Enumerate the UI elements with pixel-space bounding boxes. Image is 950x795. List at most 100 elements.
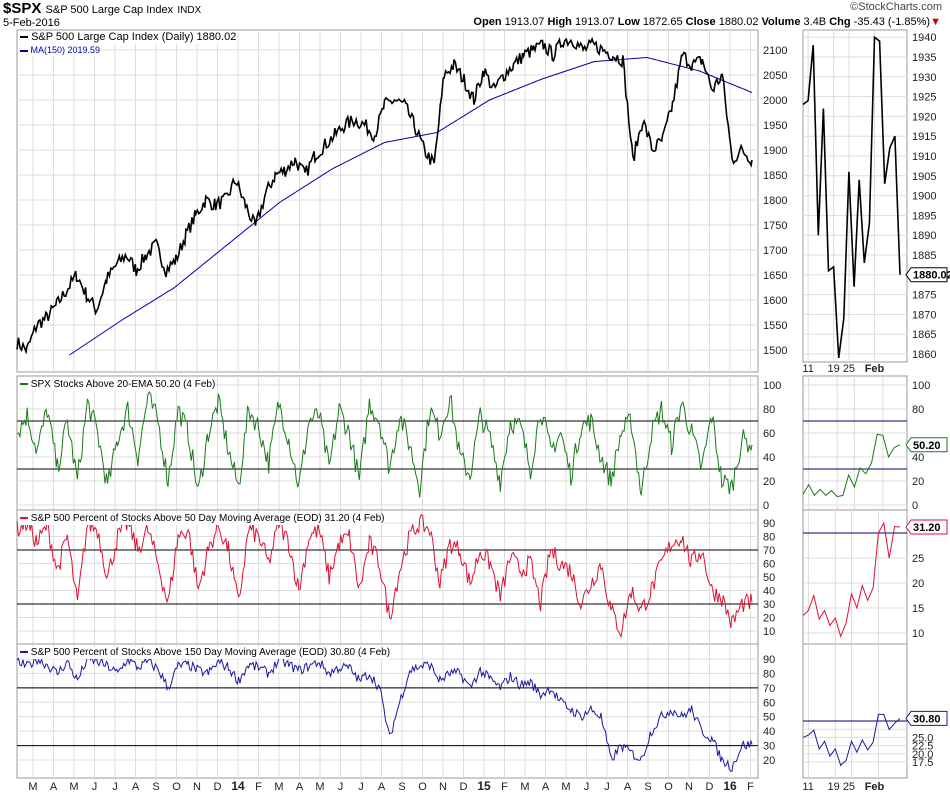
low-label: Low xyxy=(617,16,640,28)
x-tick-label: M xyxy=(28,781,37,793)
y-tick-label: 30 xyxy=(763,599,775,611)
mini-y-tick-label: 20 xyxy=(912,578,924,590)
y-tick-label: 60 xyxy=(763,428,775,440)
x-tick-label: N xyxy=(685,781,693,793)
mini-y-tick-label: 1900 xyxy=(912,191,936,203)
volume-label: Volume xyxy=(761,16,801,28)
x-tick-label: A xyxy=(542,781,550,793)
y-tick-label: 100 xyxy=(763,380,781,392)
price-legend-label: S&P 500 Large Cap Index (Daily) 1880.02 xyxy=(31,31,237,43)
x-tick-label: O xyxy=(172,781,181,793)
ema20-legend: SPX Stocks Above 20-EMA 50.20 (4 Feb) xyxy=(20,379,216,391)
open-value: 1913.07 xyxy=(504,16,545,28)
ma-legend: MA(150) 2019.59 xyxy=(20,45,101,56)
last-value-label: 50.20 xyxy=(913,440,941,452)
x-tick-label: D xyxy=(706,781,714,793)
mini-panel-frame xyxy=(802,509,908,645)
x-tick-label: F xyxy=(255,781,262,793)
y-tick-label: 20 xyxy=(763,755,775,767)
chart-header: $SPX S&P 500 Large Cap Index INDX xyxy=(3,0,201,19)
y-tick-label: 80 xyxy=(763,404,775,416)
x-tick-label: A xyxy=(624,781,632,793)
mini-y-tick-label: 25.0 xyxy=(912,732,933,744)
price-legend: S&P 500 Large Cap Index (Daily) 1880.02 xyxy=(20,31,237,44)
mini-x-tick-label: 25 xyxy=(843,781,855,793)
symbol: $SPX xyxy=(3,0,42,17)
pct150-legend: S&P 500 Percent of Stocks Above 150 Day … xyxy=(20,647,391,659)
y-tick-label: 2000 xyxy=(763,95,787,107)
x-tick-label: O xyxy=(418,781,427,793)
mini-y-tick-label: 0 xyxy=(912,500,918,512)
exchange: INDX xyxy=(177,5,202,16)
mini-y-tick-label: 1915 xyxy=(912,131,936,143)
y-tick-label: 90 xyxy=(763,654,775,666)
high-label: High xyxy=(547,16,572,28)
pct150-line xyxy=(16,653,753,773)
y-tick-label: 60 xyxy=(763,559,775,571)
index-name: S&P 500 Large Cap Index xyxy=(45,4,174,16)
mini-y-tick-label: 22.5 xyxy=(912,741,933,753)
mini-y-tick-label: 1910 xyxy=(912,151,936,163)
ma-legend-label: MA(150) 2019.59 xyxy=(30,45,101,55)
mini-y-tick-label: 1885 xyxy=(912,250,936,262)
mini-y-tick-label: 1895 xyxy=(912,210,936,222)
mini-y-tick-label: 1940 xyxy=(912,32,936,44)
y-tick-label: 1850 xyxy=(763,170,787,182)
mini-y-tick-label: 1870 xyxy=(912,309,936,321)
down-arrow-icon: ▼ xyxy=(930,16,941,28)
x-tick-label: M xyxy=(69,781,78,793)
chart-date: 5-Feb-2016 xyxy=(3,17,60,29)
mini-x-tick-label: 19 xyxy=(828,363,840,375)
x-tick-label: N xyxy=(193,781,201,793)
y-tick-label: 1700 xyxy=(763,245,787,257)
y-tick-label: 40 xyxy=(763,452,775,464)
mini-y-tick-label: 1925 xyxy=(912,92,936,104)
volume-value: 3.4B xyxy=(803,16,827,28)
y-tick-label: 1650 xyxy=(763,270,787,282)
quote-summary: Open 1913.07 High 1913.07 Low 1872.65 Cl… xyxy=(473,16,941,29)
mini-x-tick-label: Feb xyxy=(865,363,885,375)
pct50-legend-label: S&P 500 Percent of Stocks Above 50 Day M… xyxy=(30,513,385,524)
last-value-tag xyxy=(905,519,948,535)
change-value: -35.43 (-1.85%) xyxy=(853,16,931,28)
high-value: 1913.07 xyxy=(574,16,615,28)
y-tick-label: 80 xyxy=(763,532,775,544)
price-line xyxy=(16,36,753,355)
x-tick-label: 16 xyxy=(723,779,737,793)
mini-series-line xyxy=(802,521,901,639)
x-tick-label: M xyxy=(520,781,529,793)
change-label: Chg xyxy=(829,16,851,28)
x-tick-label: S xyxy=(398,781,405,793)
y-tick-label: 90 xyxy=(763,518,775,530)
y-tick-label: 1800 xyxy=(763,195,787,207)
x-tick-label: S xyxy=(152,781,159,793)
mini-y-tick-label: 1920 xyxy=(912,111,936,123)
ma150-line xyxy=(69,56,753,356)
x-tick-label: J xyxy=(112,781,118,793)
x-tick-label: D xyxy=(214,781,222,793)
panel-frame xyxy=(16,29,759,373)
mini-y-tick-label: 20.0 xyxy=(912,749,933,761)
mini-x-tick-label: Feb xyxy=(865,781,885,793)
y-tick-label: 40 xyxy=(763,726,775,738)
x-tick-label: M xyxy=(315,781,324,793)
mini-y-tick-label: 20 xyxy=(912,476,924,488)
pct50-legend: S&P 500 Percent of Stocks Above 50 Day M… xyxy=(20,513,385,525)
x-tick-label: J xyxy=(584,781,590,793)
y-tick-label: 50 xyxy=(763,712,775,724)
y-tick-label: 70 xyxy=(763,683,775,695)
open-label: Open xyxy=(473,16,502,28)
last-value-label: 30.80 xyxy=(913,713,941,725)
mini-y-tick-label: 1930 xyxy=(912,72,936,84)
x-tick-label: F xyxy=(747,781,754,793)
mini-y-tick-label: 1890 xyxy=(912,230,936,242)
last-value-label: 31.20 xyxy=(913,522,941,534)
y-tick-label: 1550 xyxy=(763,320,787,332)
y-tick-label: 1750 xyxy=(763,220,787,232)
mini-x-tick-label: 11 xyxy=(802,781,813,793)
pct150-legend-label: S&P 500 Percent of Stocks Above 150 Day … xyxy=(30,647,391,658)
x-tick-label: J xyxy=(92,781,98,793)
last-value-tag xyxy=(905,267,948,283)
low-value: 1872.65 xyxy=(642,16,683,28)
